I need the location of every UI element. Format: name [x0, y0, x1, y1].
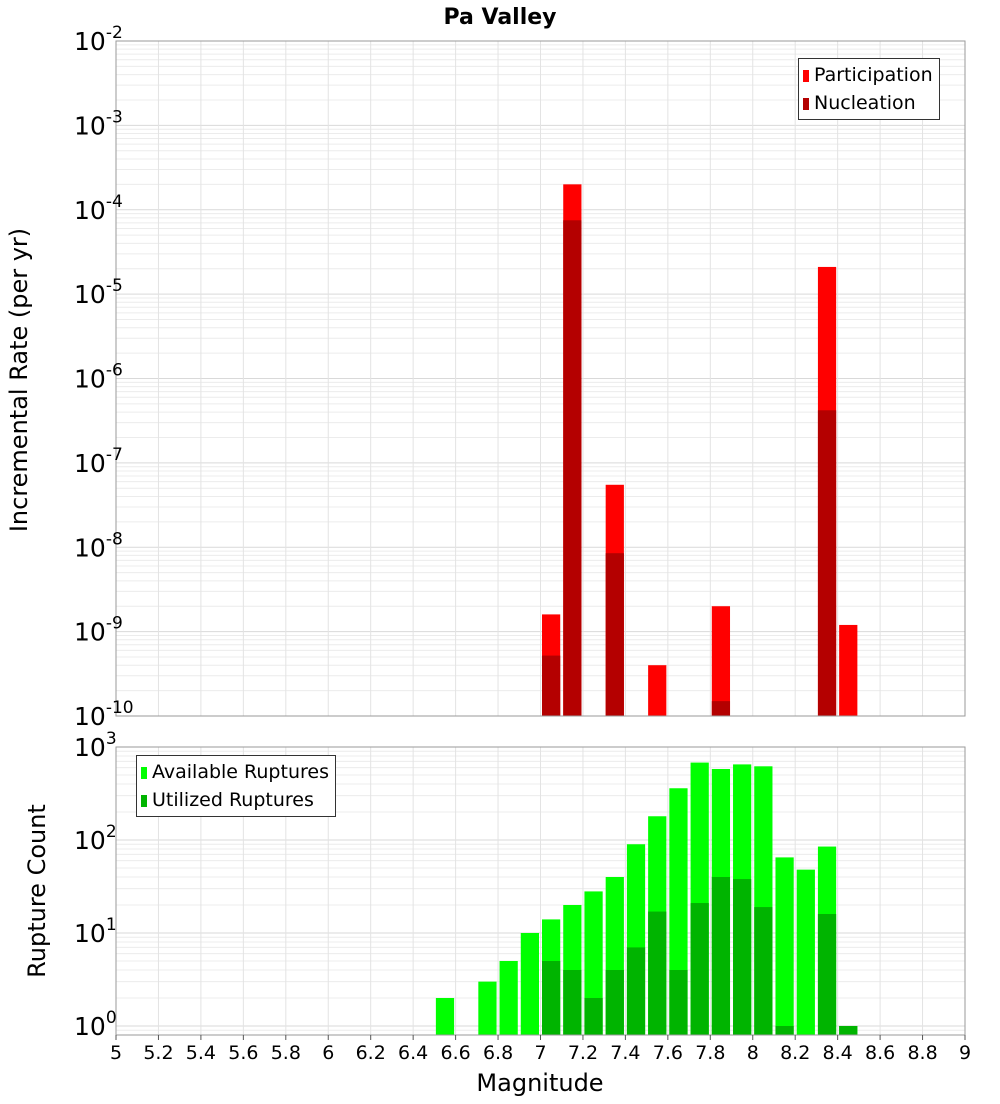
legend-swatch-utilized [141, 795, 147, 807]
x-tick-label: 7.8 [695, 1042, 725, 1064]
top-bar [605, 553, 624, 716]
legend-item-available-ruptures: Available Ruptures [141, 758, 329, 786]
bottom-bar [563, 969, 582, 1035]
x-tick-label: 8.6 [865, 1042, 895, 1064]
bottom-bar [839, 1025, 858, 1035]
legend-item-nucleation: Nucleation [803, 89, 933, 117]
bottom-y-tick-label: 103 [74, 729, 117, 762]
top-y-axis-label: Incremental Rate (per yr) [5, 228, 33, 532]
x-tick-label: 7.2 [568, 1042, 598, 1064]
top-bar [839, 624, 858, 716]
top-bar [648, 665, 667, 716]
x-tick-label: 6.8 [483, 1042, 513, 1064]
top-y-tick-label: 10-3 [74, 107, 123, 140]
x-tick-label: 6.4 [398, 1042, 428, 1064]
x-tick-label: 7.4 [610, 1042, 640, 1064]
bottom-bar [754, 907, 773, 1035]
legend-swatch-nucleation [803, 98, 809, 110]
top-bar [711, 701, 731, 716]
bottom-legend: Available Ruptures Utilized Ruptures [136, 755, 336, 817]
top-y-tick-label: 10-9 [74, 614, 123, 647]
bottom-bar [435, 997, 455, 1035]
top-y-tick-label: 10-7 [74, 445, 123, 478]
top-legend: Participation Nucleation [798, 58, 940, 120]
bottom-bar [796, 869, 815, 1035]
bottom-bar [648, 911, 667, 1035]
x-tick-label: 5.2 [143, 1042, 173, 1064]
top-y-tick-label: 10-10 [74, 698, 134, 731]
top-y-tick-label: 10-4 [74, 192, 123, 225]
x-tick-label: 8 [747, 1042, 759, 1064]
bottom-bar [584, 997, 603, 1035]
x-tick-label: 8.8 [907, 1042, 937, 1064]
x-tick-label: 6.2 [356, 1042, 386, 1064]
top-plot-frame [115, 40, 966, 717]
x-axis-label: Magnitude [476, 1069, 603, 1097]
top-series-nucleation [542, 220, 837, 717]
chart-title: Pa Valley [443, 5, 556, 30]
x-tick-label: 5 [110, 1042, 122, 1064]
top-y-tick-label: 10-5 [74, 276, 123, 309]
legend-label-utilized: Utilized Ruptures [152, 789, 314, 811]
top-y-tick-label: 10-8 [74, 529, 123, 562]
top-plot-area: 10-10 10-9 10-8 10-7 10-6 10-5 10-4 10-3 10-2 [74, 23, 966, 731]
top-bar [711, 606, 731, 716]
bottom-bar [817, 914, 837, 1035]
bottom-series-utilized-ruptures [542, 877, 858, 1035]
legend-swatch-participation [803, 70, 809, 82]
x-tick-label: 5.6 [228, 1042, 258, 1064]
legend-label-participation: Participation [814, 64, 933, 86]
bottom-bar [605, 969, 624, 1035]
x-tick-label: 8.2 [780, 1042, 810, 1064]
bottom-y-axis-label: Rupture Count [23, 804, 51, 978]
top-y-tick-label: 10-2 [74, 23, 123, 56]
legend-item-utilized-ruptures: Utilized Ruptures [141, 786, 329, 814]
bottom-bar [711, 877, 731, 1035]
bottom-bar [690, 903, 709, 1035]
top-bar [563, 220, 582, 717]
x-tick-label: 5.4 [186, 1042, 216, 1064]
legend-label-available: Available Ruptures [152, 761, 329, 783]
legend-label-nucleation: Nucleation [814, 92, 916, 114]
legend-item-participation: Participation [803, 61, 933, 89]
top-bar [542, 655, 561, 716]
bottom-y-tick-label: 101 [74, 915, 117, 948]
bottom-y-tick-label: 102 [74, 822, 117, 855]
x-tick-label: 7 [534, 1042, 546, 1064]
bottom-bar [669, 969, 688, 1035]
x-tick-label: 6.6 [440, 1042, 470, 1064]
bottom-bar [499, 960, 518, 1035]
bottom-bar [478, 981, 497, 1035]
x-tick-label: 5.8 [271, 1042, 301, 1064]
bottom-bar [626, 947, 646, 1035]
bottom-bar [520, 932, 539, 1035]
legend-swatch-available [141, 767, 147, 779]
top-bar [817, 410, 837, 716]
bottom-bar [775, 857, 794, 1035]
x-tick-label: 7.6 [653, 1042, 683, 1064]
x-tick-label: 6 [322, 1042, 334, 1064]
top-grid [115, 40, 966, 717]
bottom-bar [733, 879, 752, 1035]
bottom-bar [542, 960, 561, 1035]
bottom-bar [775, 1025, 794, 1035]
x-tick-label: 9 [959, 1042, 971, 1064]
x-tick-label: 8.4 [823, 1042, 853, 1064]
bottom-y-tick-label: 100 [74, 1008, 117, 1041]
top-y-tick-label: 10-6 [74, 361, 123, 394]
